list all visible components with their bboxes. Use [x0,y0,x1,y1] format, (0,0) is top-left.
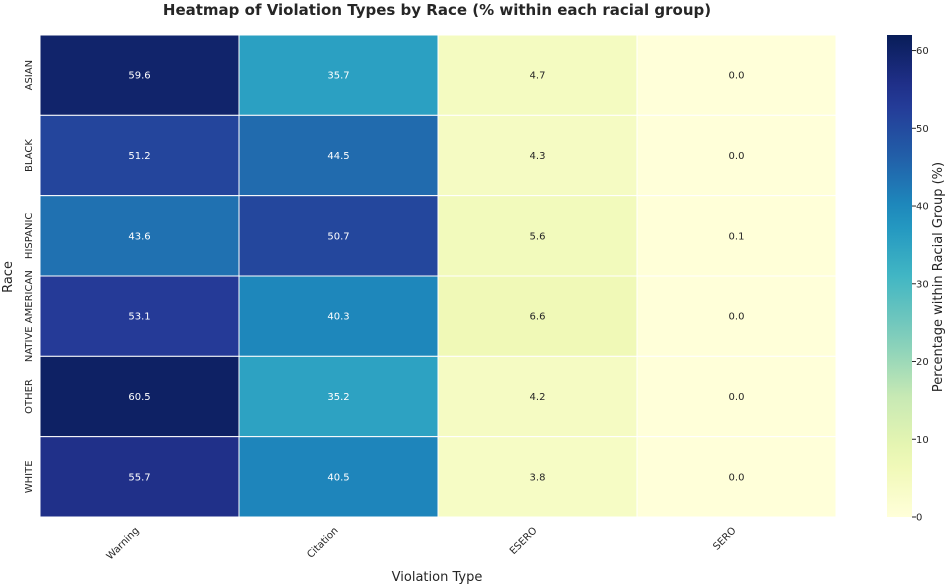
heatmap-cell [437,34,638,116]
cell-value-label: 5.6 [530,231,546,242]
y-axis-ticks: ASIAN BLACK HISPANIC NATIVE AMERICAN OTHER WH… [24,60,35,493]
cell-value-label: 55.7 [128,472,150,483]
x-tick-label: ESERO [508,525,540,557]
heatmap-cell [39,355,240,438]
cell-value-label: 0.0 [729,71,745,82]
heatmap-cell [39,34,240,116]
colorbar-tick-label: 0 [916,513,922,524]
cell-value-label: 4.3 [530,151,546,162]
cell-value-label: 0.0 [729,392,745,403]
colorbar-tick-label: 10 [916,435,929,446]
x-axis-label: Violation Type [392,570,483,585]
y-tick-label: WHITE [24,460,35,493]
cell-value-label: 35.2 [327,392,349,403]
colorbar: 0 10 20 30 40 50 60 Percentage within Racial G… [887,35,946,524]
cell-value-label: 35.7 [327,71,349,82]
y-tick-label: ASIAN [24,60,35,90]
y-tick-label: HISPANIC [24,213,35,259]
cell-value-label: 0.0 [729,151,745,162]
heatmap-cell [238,114,439,197]
heatmap-cell [238,195,439,277]
heatmap-cell [636,114,837,197]
colorbar-tick-label: 30 [916,279,929,290]
heatmap-cell [636,275,837,357]
colorbar-tick-label: 20 [916,357,929,368]
heatmap-cell [238,355,439,438]
y-tick-label: OTHER [24,379,35,414]
cell-value-label: 43.6 [128,231,150,242]
colorbar-gradient [887,35,912,517]
chart-title: Heatmap of Violation Types by Race (% wi… [163,1,711,19]
cell-value-label: 4.7 [530,71,546,82]
colorbar-tick-label: 60 [916,46,929,57]
heatmap-cell [437,436,638,518]
heatmap-cells: 59.6 35.7 4.7 0.0 51.2 44.5 4.3 0.0 43.6 50.7 5.6 0… [39,34,837,518]
cell-value-label: 53.1 [128,312,150,323]
heatmap-cell [238,436,439,518]
heatmap-cell [636,34,837,116]
cell-value-label: 6.6 [530,312,546,323]
x-tick-label: SERO [711,525,738,552]
cell-value-label: 44.5 [327,151,349,162]
colorbar-tick-label: 50 [916,124,929,135]
heatmap-cell [636,355,837,438]
y-tick-label: NATIVE AMERICAN [24,270,35,362]
cell-value-label: 60.5 [128,392,150,403]
y-tick-label: BLACK [24,139,35,172]
cell-value-label: 50.7 [327,231,349,242]
cell-value-label: 0.0 [729,312,745,323]
cell-value-label: 59.6 [128,71,150,82]
heatmap-cell [39,114,240,197]
heatmap-cell [636,436,837,518]
cell-value-label: 40.5 [327,472,349,483]
heatmap-cell [238,34,439,116]
x-tick-label: Warning [105,525,142,562]
x-axis-ticks: Warning Citation ESERO SERO [105,525,739,562]
cell-value-label: 0.1 [729,231,745,242]
colorbar-tick-label: 40 [916,202,929,213]
x-tick-label: Citation [305,525,340,560]
cell-value-label: 51.2 [128,151,150,162]
colorbar-ticks: 0 10 20 30 40 50 60 [912,46,929,524]
y-axis-label: Race [1,261,16,293]
heatmap-cell [39,436,240,518]
cell-value-label: 4.2 [530,392,546,403]
cell-value-label: 40.3 [327,312,349,323]
heatmap-cell [238,275,439,357]
cell-value-label: 0.0 [729,472,745,483]
cell-value-label: 3.8 [530,472,546,483]
heatmap-cell [437,275,638,357]
colorbar-label: Percentage within Racial Group (%) [931,162,946,392]
heatmap-cell [636,195,837,277]
heatmap-cell [437,355,638,438]
heatmap-cell [39,275,240,357]
